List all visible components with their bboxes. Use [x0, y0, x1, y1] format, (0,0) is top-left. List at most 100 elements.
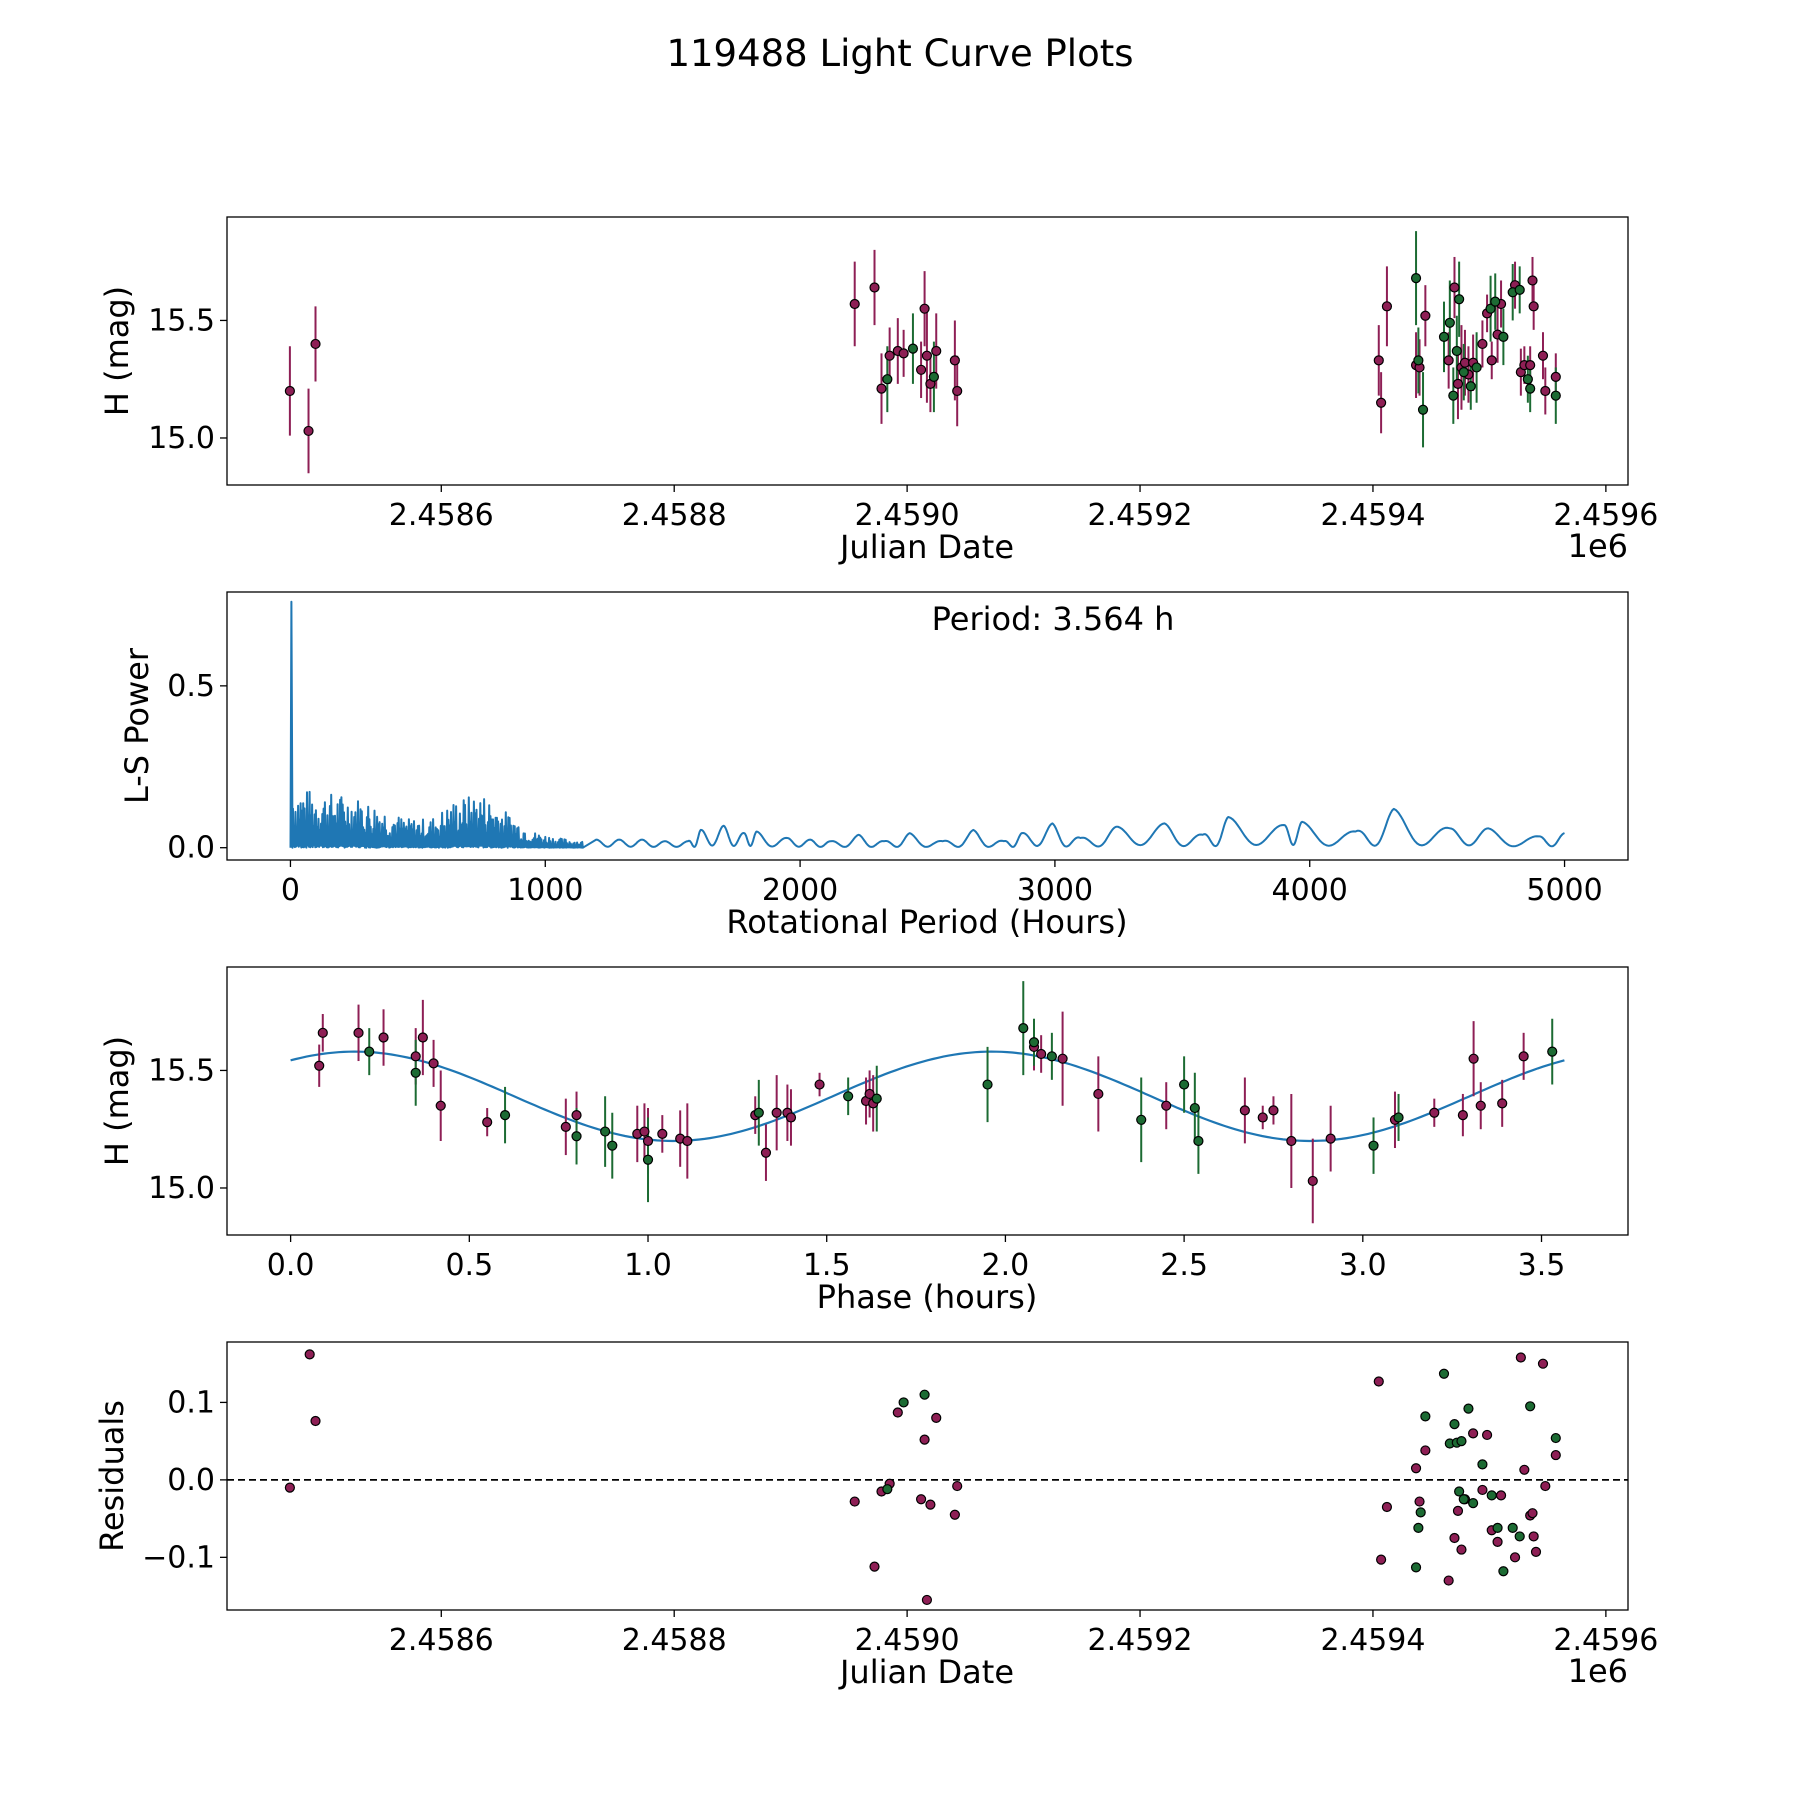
lightcurve-point-magenta — [921, 350, 933, 361]
lightcurve-point-magenta — [884, 350, 895, 361]
lightcurve-point-green — [1525, 383, 1536, 394]
lightcurve-point-green — [1465, 381, 1476, 392]
phased-point-magenta — [428, 1058, 439, 1069]
lightcurve-point-green — [928, 371, 940, 382]
lightcurve-point-magenta — [1527, 275, 1538, 286]
lightcurve-x-tick-label: 2.4596 — [1553, 498, 1658, 533]
residuals-point-magenta — [1519, 1464, 1530, 1475]
phased-point-green — [600, 1126, 611, 1137]
phased-point-green — [871, 1093, 882, 1104]
lightcurve-x-tick-label: 2.4588 — [622, 498, 727, 533]
phased-x-tick-label: 0.5 — [445, 1248, 493, 1283]
lightcurve-point-green — [907, 343, 919, 354]
residuals-point-magenta — [1456, 1544, 1467, 1555]
residuals-point-magenta — [1528, 1531, 1539, 1542]
periodogram-x-tick-label: 1000 — [507, 873, 583, 908]
residuals-point-green — [1525, 1401, 1536, 1412]
lightcurve-point-magenta — [1420, 310, 1431, 321]
phased-point-magenta — [771, 1107, 782, 1118]
lightcurve-point-magenta — [1477, 338, 1488, 350]
phased-point-green — [982, 1079, 993, 1090]
phased-point-green — [364, 1046, 375, 1057]
residuals-point-green — [1420, 1411, 1431, 1422]
residuals-y-tick-label: −0.1 — [142, 1540, 215, 1575]
residuals-point-magenta — [1530, 1546, 1542, 1558]
residuals-point-green — [1410, 1562, 1422, 1573]
phased-point-magenta — [682, 1135, 693, 1147]
phased-x-tick-label: 3.5 — [1518, 1248, 1566, 1283]
lightcurve-point-green — [1417, 404, 1429, 415]
periodogram-x-tick-label: 0 — [281, 873, 300, 908]
phased-y-label: H (mag) — [98, 1036, 136, 1166]
residuals-point-magenta — [915, 1494, 927, 1505]
residuals-point-green — [1468, 1498, 1479, 1509]
phased-x-tick-label: 0.0 — [267, 1248, 315, 1283]
residuals-point-magenta — [1468, 1428, 1479, 1439]
lightcurve-point-green — [1413, 355, 1424, 366]
residuals-x-tick-label: 2.4592 — [1088, 1623, 1193, 1658]
lightcurve-point-green — [1444, 317, 1455, 328]
phased-x-tick-label: 1.5 — [803, 1248, 851, 1283]
lightcurve-point-magenta — [1452, 378, 1464, 390]
lightcurve-x-tick-label: 2.4592 — [1088, 498, 1193, 533]
phased-point-green — [499, 1110, 511, 1121]
periodogram-x-tick-label: 4000 — [1272, 873, 1348, 908]
residuals-point-magenta — [284, 1482, 295, 1493]
residuals-point-magenta — [1515, 1352, 1526, 1363]
lightcurve-point-magenta — [849, 298, 860, 310]
lightcurve-x-tick-label: 2.4594 — [1320, 498, 1425, 533]
lightcurve-point-magenta — [284, 385, 295, 397]
lightcurve-point-magenta — [1528, 301, 1539, 312]
phased-point-magenta — [353, 1027, 364, 1038]
residuals-x-tick-label: 2.4594 — [1320, 1623, 1425, 1658]
phased-y-tick-label: 15.0 — [148, 1171, 215, 1206]
residuals-point-magenta — [921, 1594, 933, 1606]
phased-panel: Phase (hours) H (mag) 0.0 0.5 1.0 1.5 2.0 2.5… — [98, 966, 1629, 1316]
residuals-point-magenta — [1481, 1429, 1493, 1441]
residuals-point-magenta — [1509, 1552, 1521, 1563]
residuals-point-magenta — [1452, 1505, 1464, 1516]
phased-model-curve — [290, 1050, 1565, 1143]
residuals-point-magenta — [919, 1434, 930, 1445]
phased-point-magenta — [1036, 1048, 1047, 1060]
periodogram-x-tick-label: 2000 — [762, 873, 838, 908]
lightcurve-point-magenta — [952, 385, 963, 397]
residuals-point-magenta — [952, 1480, 963, 1492]
residuals-point-magenta — [1495, 1490, 1507, 1501]
lightcurve-point-green — [1498, 331, 1509, 342]
periodogram-x-label: Rotational Period (Hours) — [726, 903, 1127, 941]
residuals-point-green — [1449, 1419, 1460, 1430]
lightcurve-x-tick-label: 2.4586 — [389, 498, 494, 533]
residuals-point-magenta — [925, 1499, 936, 1510]
phased-point-magenta — [314, 1060, 325, 1071]
phased-point-magenta — [760, 1147, 772, 1158]
lightcurve-point-magenta — [1486, 355, 1497, 366]
phased-point-magenta — [417, 1032, 428, 1043]
lightcurve-point-green — [1522, 374, 1533, 385]
phased-point-green — [753, 1107, 764, 1118]
residuals-point-magenta — [931, 1412, 942, 1424]
residuals-point-magenta — [1443, 1575, 1454, 1586]
phased-point-magenta — [1268, 1105, 1279, 1116]
phased-point-green — [642, 1154, 654, 1165]
residuals-point-magenta — [1540, 1480, 1551, 1492]
lightcurve-y-label: H (mag) — [98, 286, 136, 416]
lightcurve-point-magenta — [1525, 360, 1536, 371]
phased-point-magenta — [1307, 1175, 1318, 1187]
residuals-point-magenta — [1449, 1532, 1460, 1544]
residuals-point-green — [898, 1397, 909, 1408]
lightcurve-point-magenta — [1373, 355, 1384, 366]
residuals-point-green — [1415, 1507, 1426, 1518]
phased-point-magenta — [657, 1128, 668, 1140]
lightcurve-point-green — [1471, 362, 1482, 373]
lightcurve-point-magenta — [1381, 301, 1393, 312]
phased-point-magenta — [1518, 1051, 1529, 1062]
phased-point-green — [1193, 1135, 1204, 1147]
residuals-y-label: Residuals — [93, 1400, 131, 1552]
phased-point-green — [1046, 1051, 1057, 1062]
phased-point-green — [843, 1091, 854, 1102]
residuals-point-green — [1413, 1522, 1424, 1533]
residuals-point-magenta — [1414, 1496, 1425, 1507]
residuals-point-magenta — [1477, 1484, 1488, 1496]
lightcurve-point-green — [1410, 273, 1422, 284]
